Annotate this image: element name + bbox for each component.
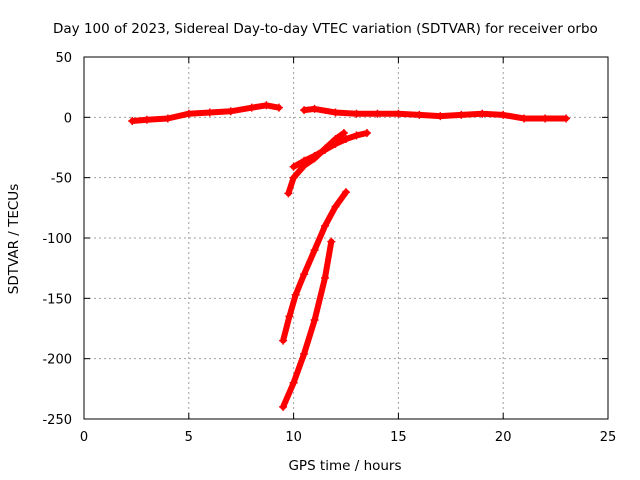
series-line — [280, 189, 349, 344]
data-point — [342, 188, 350, 197]
data-point — [262, 101, 271, 110]
data-point — [562, 114, 571, 123]
data-point — [352, 131, 361, 140]
data-point — [285, 312, 294, 321]
data-point — [300, 270, 309, 279]
data-point — [339, 129, 348, 138]
x-tick-label: 0 — [80, 430, 88, 445]
series-line — [280, 238, 335, 410]
data-point — [274, 103, 283, 112]
series-track-2 — [300, 104, 571, 123]
data-point — [284, 189, 293, 198]
series-track-1 — [128, 101, 283, 125]
series-track-4 — [289, 129, 371, 171]
x-axis-label: GPS time / hours — [288, 458, 401, 474]
data-point — [457, 110, 466, 119]
data-point — [373, 109, 382, 118]
data-point — [310, 316, 319, 325]
data-point — [247, 103, 256, 112]
data-point — [289, 378, 298, 387]
data-point — [128, 116, 137, 125]
data-point — [352, 109, 361, 118]
y-axis-label: SDTVAR / TECUs — [6, 184, 22, 294]
data-point — [415, 110, 424, 119]
data-point — [394, 109, 403, 118]
y-tick-label: -200 — [42, 353, 72, 368]
data-point — [327, 237, 336, 246]
y-tick-label: 0 — [64, 111, 72, 126]
data-point — [520, 114, 529, 123]
x-tick-label: 5 — [185, 430, 193, 445]
data-point — [321, 221, 330, 230]
data-point — [226, 107, 235, 116]
data-point — [300, 106, 309, 115]
data-point — [289, 173, 298, 182]
series-line — [129, 102, 282, 124]
data-point — [205, 108, 214, 117]
data-point — [289, 162, 298, 171]
data-point — [436, 112, 445, 121]
y-tick-label: -100 — [42, 232, 72, 247]
data-point — [331, 202, 340, 211]
data-point — [499, 110, 508, 119]
series-line — [301, 105, 570, 122]
data-point — [142, 115, 151, 124]
data-point — [362, 129, 371, 138]
data-point — [331, 108, 340, 117]
data-point — [279, 336, 288, 345]
data-point — [478, 109, 487, 118]
series-track-6 — [279, 237, 336, 411]
axis-ticks: 0 5 10 15 20 25 -250 -200 -150 -100 -50 0 50 — [42, 51, 616, 445]
data-point — [310, 104, 319, 113]
y-tick-label: -150 — [42, 292, 72, 307]
data-point — [541, 114, 550, 123]
data-tracks — [128, 101, 571, 411]
plot-frame — [83, 56, 609, 420]
data-point — [291, 290, 300, 299]
y-tick-label: -250 — [42, 413, 72, 428]
data-point — [321, 145, 330, 154]
x-tick-label: 15 — [390, 430, 407, 445]
data-point — [300, 349, 309, 358]
data-point — [300, 156, 309, 165]
data-point — [310, 246, 319, 255]
y-tick-label: 50 — [55, 51, 72, 66]
data-point — [279, 402, 288, 411]
data-point — [331, 139, 340, 148]
data-point — [310, 151, 319, 160]
x-tick-label: 10 — [285, 430, 302, 445]
data-point — [184, 109, 193, 118]
x-tick-label: 20 — [495, 430, 512, 445]
series-track-5 — [279, 188, 350, 345]
data-point — [342, 135, 350, 144]
data-point — [163, 114, 172, 123]
chart-title: Day 100 of 2023, Sidereal Day-to-day VTE… — [53, 21, 598, 37]
data-point — [321, 273, 330, 282]
x-tick-label: 25 — [600, 430, 617, 445]
y-tick-label: -50 — [51, 172, 72, 187]
